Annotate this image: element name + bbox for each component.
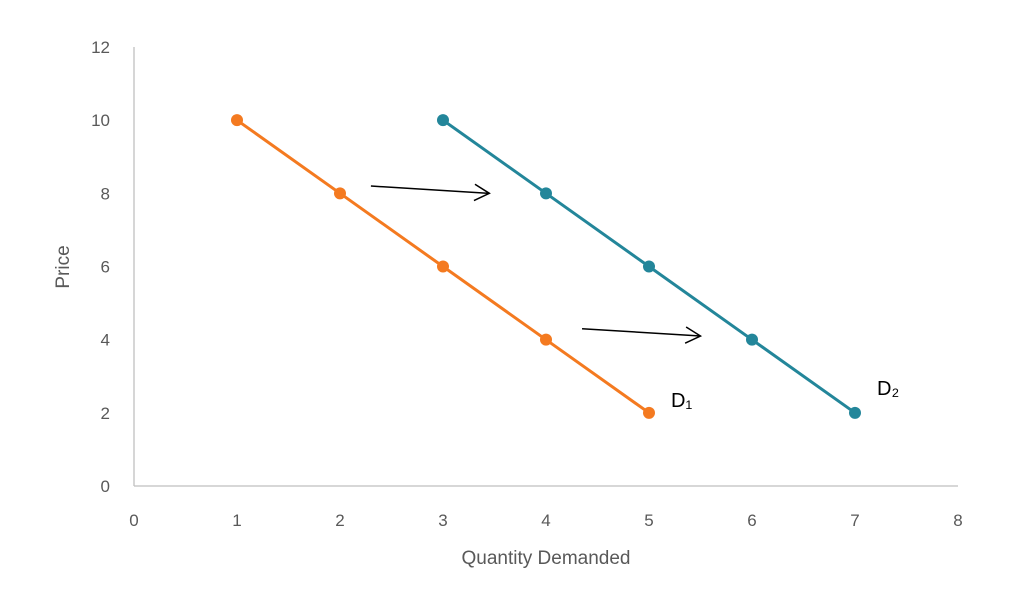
shift-arrow-shaft xyxy=(582,327,701,337)
series-group xyxy=(231,114,861,419)
y-tick-label: 0 xyxy=(101,477,110,496)
x-tick-label: 8 xyxy=(953,511,962,530)
data-point xyxy=(334,187,346,200)
data-point xyxy=(746,333,758,346)
x-tick-label: 2 xyxy=(335,511,344,530)
data-point xyxy=(437,114,449,127)
x-tick-label: 7 xyxy=(850,511,859,530)
shift-arrow xyxy=(370,183,491,202)
shift-arrow xyxy=(582,326,703,344)
y-axis-title: Price xyxy=(53,245,74,288)
x-tick-label: 0 xyxy=(129,511,138,530)
x-tick-label: 4 xyxy=(541,511,550,530)
series-label: D₁ xyxy=(671,390,692,412)
x-tick-label: 1 xyxy=(232,511,241,530)
data-point xyxy=(643,406,655,419)
y-tick-label: 4 xyxy=(101,331,110,350)
series-1 xyxy=(231,114,655,419)
y-tick-label: 12 xyxy=(91,38,110,57)
shift-arrow-head xyxy=(473,183,491,202)
x-tick-label: 3 xyxy=(438,511,447,530)
shift-arrows xyxy=(370,183,703,344)
series-2 xyxy=(437,114,861,419)
shift-arrow-head xyxy=(684,326,703,344)
y-tick-label: 2 xyxy=(101,404,110,423)
y-axis-ticks: 0 2 4 6 8 10 12 xyxy=(91,38,110,496)
data-point xyxy=(540,187,552,200)
shift-arrow-shaft xyxy=(370,185,490,195)
data-point xyxy=(231,114,243,127)
x-axis-title: Quantity Demanded xyxy=(462,548,631,569)
series-label: D₂ xyxy=(877,378,899,400)
x-tick-label: 6 xyxy=(747,511,756,530)
y-tick-label: 8 xyxy=(101,184,110,203)
x-axis-ticks: 0 1 2 3 4 5 6 7 8 xyxy=(129,511,962,530)
axes xyxy=(133,47,958,487)
x-tick-label: 5 xyxy=(644,511,653,530)
y-tick-label: 6 xyxy=(101,258,110,277)
data-point xyxy=(849,406,861,419)
data-point xyxy=(437,260,449,273)
data-point xyxy=(643,260,655,273)
data-point xyxy=(540,333,552,346)
series-labels: D₁ D₂ xyxy=(671,378,899,412)
y-tick-label: 10 xyxy=(91,111,110,130)
